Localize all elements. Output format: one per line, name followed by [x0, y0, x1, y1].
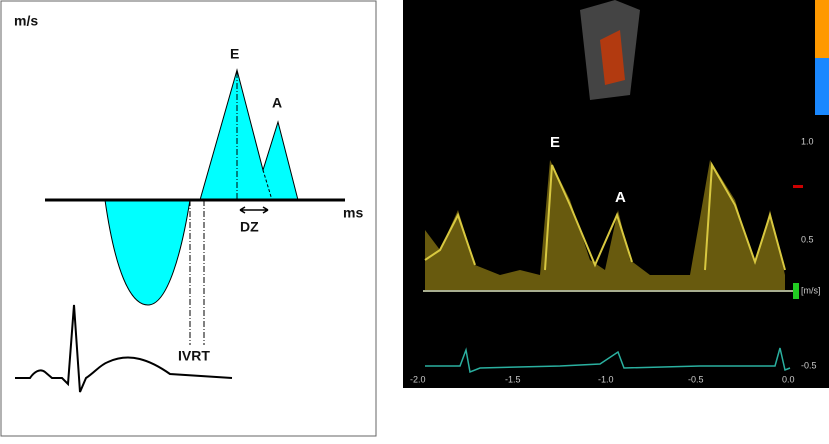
baseline-marker: [793, 283, 799, 299]
ivrt-label: IVRT: [178, 348, 210, 364]
dz-label: DZ: [240, 219, 259, 235]
e-label: E: [230, 46, 239, 62]
x-tick-label: -2.0: [410, 374, 426, 384]
color-bar: [815, 0, 829, 58]
x-tick-label: 0.0: [782, 374, 795, 384]
x-axis-label: ms: [343, 205, 363, 221]
color-bar: [815, 58, 829, 115]
x-tick-label: -0.5: [688, 374, 704, 384]
y-axis-label: m/s: [14, 13, 38, 29]
y-tick-label: 1.0: [801, 136, 814, 146]
figure: m/s E A ms DZ IVRT E A -2.0 -1.5 -1.0 -0.5 0…: [0, 0, 829, 439]
y-tick-label: -0.5: [801, 360, 817, 370]
page: m/s E A ms DZ IVRT E A -2.0 -1.5 -1.0 -0.5 0…: [0, 0, 829, 439]
y-tick-label: [m/s]: [801, 285, 821, 295]
schematic-frame: [1, 1, 376, 436]
a-label: A: [272, 95, 282, 111]
doppler-e-label: E: [550, 134, 560, 151]
y-tick-label: 0.5: [801, 234, 814, 244]
x-tick-label: -1.0: [598, 374, 614, 384]
x-tick-label: -1.5: [505, 374, 521, 384]
gate-marker: [793, 185, 803, 188]
doppler-a-label: A: [615, 189, 626, 206]
